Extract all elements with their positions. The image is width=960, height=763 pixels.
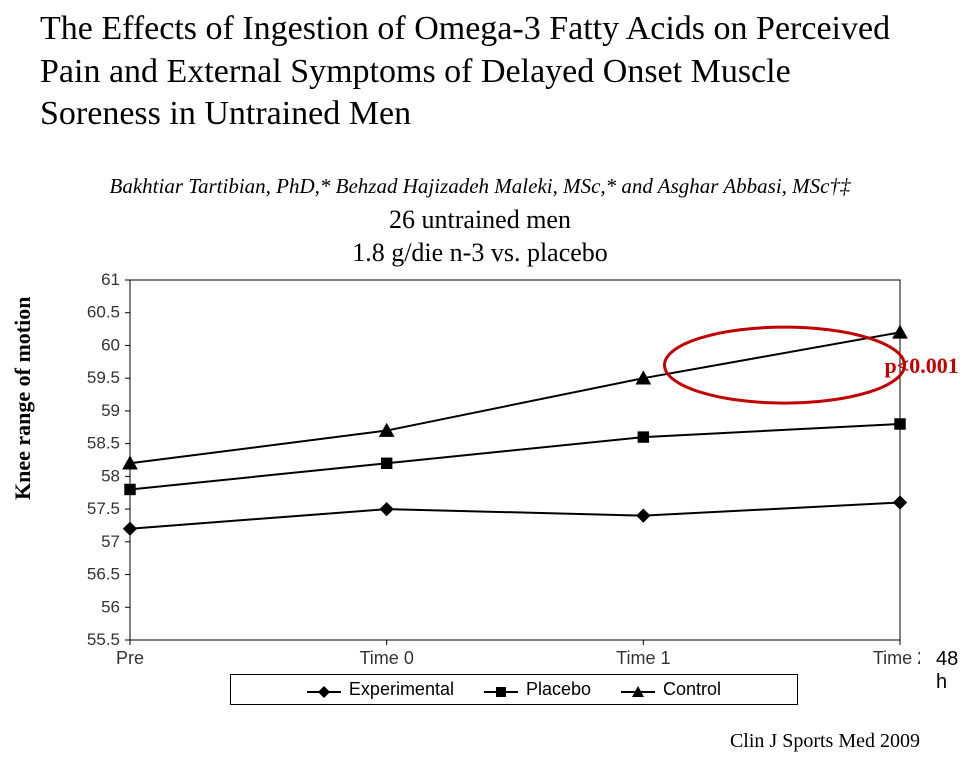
svg-text:Pre: Pre xyxy=(116,648,144,668)
chart-legend: Experimental Placebo Control xyxy=(230,674,798,705)
svg-text:60.5: 60.5 xyxy=(87,303,120,322)
svg-text:58: 58 xyxy=(101,466,120,485)
svg-text:57: 57 xyxy=(101,532,120,551)
svg-text:59.5: 59.5 xyxy=(87,368,120,387)
svg-text:60: 60 xyxy=(101,335,120,354)
knee-rom-chart: 55.5 56 56.5 57 57.5 58 58.5 59 59.5 60 60.5 61 Pre T… xyxy=(70,270,920,700)
svg-text:59: 59 xyxy=(101,401,120,420)
authors-line: Bakhtiar Tartibian, PhD,* Behzad Hajizad… xyxy=(40,174,920,199)
svg-text:Time 2: Time 2 xyxy=(873,648,920,668)
svg-text:Time 1: Time 1 xyxy=(616,648,670,668)
legend-label-placebo: Placebo xyxy=(526,679,591,700)
svg-text:58.5: 58.5 xyxy=(87,434,120,453)
time-48h-label: 48 h xyxy=(936,648,960,694)
svg-text:55.5: 55.5 xyxy=(87,630,120,649)
svg-text:56.5: 56.5 xyxy=(87,565,120,584)
study-line-1: 26 untrained men xyxy=(389,205,571,234)
svg-text:56: 56 xyxy=(101,597,120,616)
p-value-annotation: p<0.001 xyxy=(885,353,959,379)
square-marker-icon xyxy=(484,683,518,697)
legend-item-control: Control xyxy=(621,679,721,700)
svg-text:Time 0: Time 0 xyxy=(359,648,413,668)
legend-label-control: Control xyxy=(663,679,721,700)
svg-text:57.5: 57.5 xyxy=(87,499,120,518)
chart-container: 55.5 56 56.5 57 57.5 58 58.5 59 59.5 60 60.5 61 Pre T… xyxy=(70,270,920,700)
study-line-2: 1.8 g/die n-3 vs. placebo xyxy=(352,238,608,267)
legend-label-experimental: Experimental xyxy=(349,679,454,700)
legend-item-experimental: Experimental xyxy=(307,679,454,700)
y-axis-label: Knee range of motion xyxy=(10,297,36,500)
slide-title: The Effects of Ingestion of Omega-3 Fatt… xyxy=(40,8,920,136)
citation: Clin J Sports Med 2009 xyxy=(730,730,920,753)
svg-text:61: 61 xyxy=(101,270,120,289)
legend-item-placebo: Placebo xyxy=(484,679,591,700)
study-info: 26 untrained men 1.8 g/die n-3 vs. place… xyxy=(260,204,700,269)
triangle-marker-icon xyxy=(621,683,655,697)
diamond-marker-icon xyxy=(307,683,341,697)
